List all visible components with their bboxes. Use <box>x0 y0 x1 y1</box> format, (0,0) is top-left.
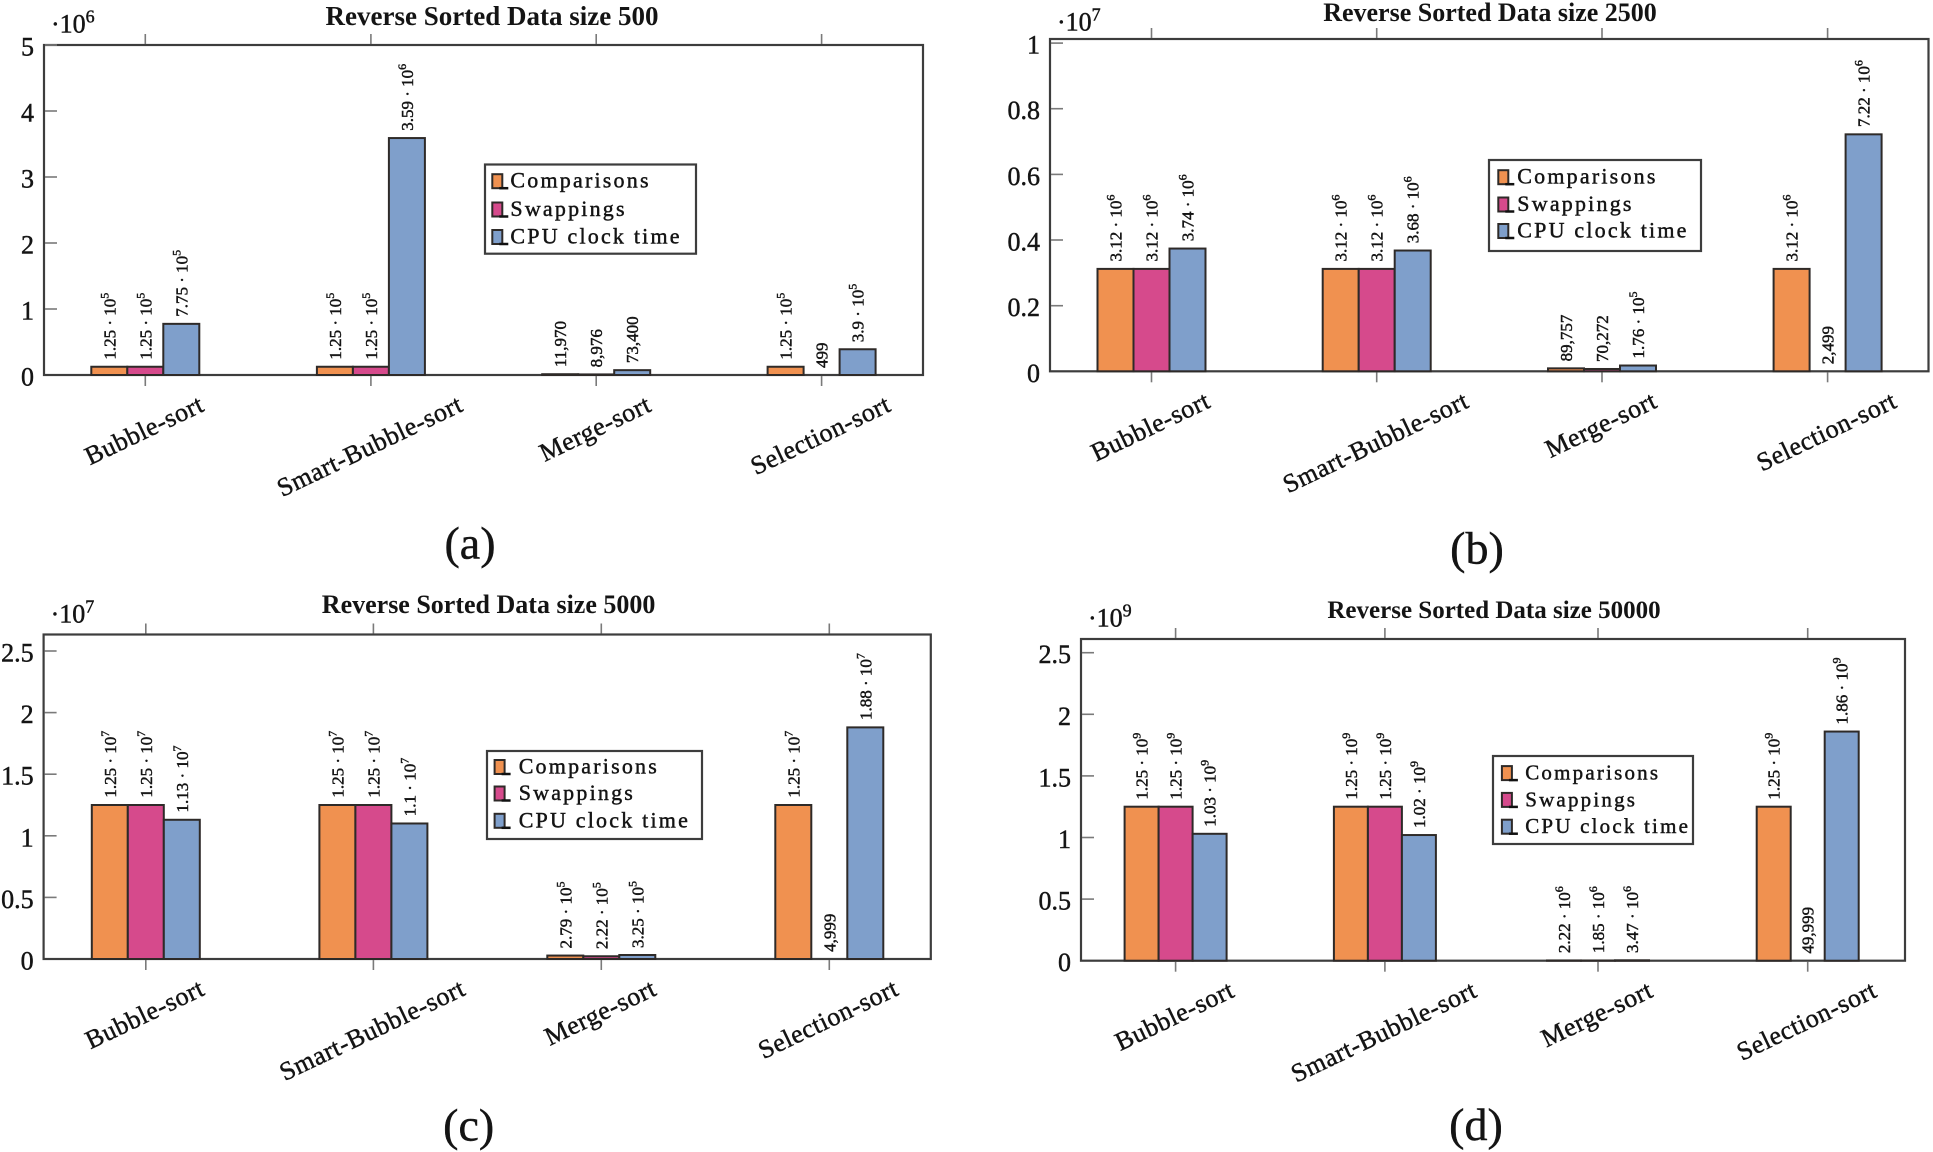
svg-text:(c): (c) <box>443 1100 494 1151</box>
svg-text:0.2: 0.2 <box>1008 293 1041 322</box>
svg-text:1: 1 <box>21 823 34 852</box>
svg-text:Comparisons: Comparisons <box>519 754 659 779</box>
svg-text:2: 2 <box>21 700 34 729</box>
svg-text:1.13 · 107: 1.13 · 107 <box>170 746 192 813</box>
svg-text:1.1 · 107: 1.1 · 107 <box>397 758 419 816</box>
svg-text:1.85 · 106: 1.85 · 106 <box>1586 886 1608 953</box>
svg-text:3.12 · 106: 3.12 · 106 <box>1140 195 1162 262</box>
svg-text:CPU clock time: CPU clock time <box>519 807 690 832</box>
svg-text:2,499: 2,499 <box>1819 326 1838 364</box>
svg-text:0.6: 0.6 <box>1008 162 1041 191</box>
svg-text:70,272: 70,272 <box>1593 315 1612 362</box>
svg-text:1.25 · 109: 1.25 · 109 <box>1373 733 1395 800</box>
svg-text:4: 4 <box>21 99 34 128</box>
svg-text:Swappings: Swappings <box>510 196 626 221</box>
svg-text:Reverse Sorted Data size 500: Reverse Sorted Data size 500 <box>326 1 659 31</box>
svg-text:73,400: 73,400 <box>623 316 642 363</box>
svg-text:Swappings: Swappings <box>519 780 635 805</box>
svg-text:7.75 · 105: 7.75 · 105 <box>169 250 191 317</box>
svg-text:7.22 · 106: 7.22 · 106 <box>1852 60 1874 127</box>
svg-text:Reverse Sorted Data size 5000: Reverse Sorted Data size 5000 <box>322 590 656 619</box>
svg-text:1.25 · 107: 1.25 · 107 <box>781 731 803 798</box>
svg-text:Comparisons: Comparisons <box>1525 761 1660 785</box>
svg-text:1.25 · 109: 1.25 · 109 <box>1762 733 1784 800</box>
svg-text:8,976: 8,976 <box>587 329 606 367</box>
svg-text:1.25 · 105: 1.25 · 105 <box>323 293 345 360</box>
svg-text:2.79 · 105: 2.79 · 105 <box>553 882 575 949</box>
svg-text:11,970: 11,970 <box>551 321 570 367</box>
svg-text:1: 1 <box>1058 825 1071 854</box>
svg-text:1.03 · 109: 1.03 · 109 <box>1198 760 1220 827</box>
svg-text:2: 2 <box>1058 702 1071 731</box>
svg-text:0: 0 <box>21 363 34 392</box>
svg-text:1.25 · 107: 1.25 · 107 <box>98 731 120 798</box>
svg-text:2.22 · 106: 2.22 · 106 <box>1552 886 1574 953</box>
svg-text:1.25 · 109: 1.25 · 109 <box>1164 733 1186 800</box>
svg-text:3.25 · 105: 3.25 · 105 <box>625 881 647 948</box>
svg-text:·109: ·109 <box>1088 601 1132 633</box>
svg-text:3: 3 <box>21 165 34 194</box>
svg-text:0.5: 0.5 <box>1 885 34 914</box>
svg-text:1.02 · 109: 1.02 · 109 <box>1407 761 1429 828</box>
svg-text:1.25 · 105: 1.25 · 105 <box>133 293 155 360</box>
svg-text:Reverse Sorted Data size 2500: Reverse Sorted Data size 2500 <box>1323 0 1657 27</box>
svg-text:0: 0 <box>1058 948 1071 977</box>
svg-text:CPU clock time: CPU clock time <box>1525 814 1690 838</box>
svg-text:1: 1 <box>1027 31 1040 60</box>
svg-text:Comparisons: Comparisons <box>510 168 650 193</box>
svg-text:3.74 · 106: 3.74 · 106 <box>1176 174 1198 241</box>
svg-text:0: 0 <box>1027 359 1040 388</box>
svg-text:0: 0 <box>21 947 34 976</box>
svg-text:2.22 · 105: 2.22 · 105 <box>589 882 611 949</box>
svg-text:Reverse Sorted Data size 50000: Reverse Sorted Data size 50000 <box>1327 597 1660 624</box>
svg-text:3.59 · 106: 3.59 · 106 <box>395 64 417 131</box>
svg-text:3.12 · 106: 3.12 · 106 <box>1104 195 1126 262</box>
svg-text:1.88 · 107: 1.88 · 107 <box>853 653 875 720</box>
svg-text:CPU clock time: CPU clock time <box>510 224 681 249</box>
svg-text:2: 2 <box>21 231 34 260</box>
svg-text:CPU clock time: CPU clock time <box>1517 218 1688 243</box>
svg-text:Swappings: Swappings <box>1525 787 1637 811</box>
svg-text:3.9 · 105: 3.9 · 105 <box>846 284 868 342</box>
svg-text:1.25 · 105: 1.25 · 105 <box>774 293 796 360</box>
svg-text:1.5: 1.5 <box>1 762 34 791</box>
svg-text:89,757: 89,757 <box>1557 314 1576 361</box>
svg-text:1.25 · 109: 1.25 · 109 <box>1130 733 1152 800</box>
svg-text:1.25 · 107: 1.25 · 107 <box>134 731 156 798</box>
svg-text:1.25 · 105: 1.25 · 105 <box>97 293 119 360</box>
svg-text:(a): (a) <box>444 518 495 569</box>
svg-text:1.5: 1.5 <box>1039 763 1072 792</box>
svg-text:(d): (d) <box>1449 1099 1503 1150</box>
svg-text:3.12 · 106: 3.12 · 106 <box>1329 195 1351 262</box>
svg-text:3.68 · 106: 3.68 · 106 <box>1401 176 1423 243</box>
svg-text:Swappings: Swappings <box>1517 191 1633 216</box>
svg-text:3.47 · 106: 3.47 · 106 <box>1620 886 1642 953</box>
svg-text:1: 1 <box>21 297 34 326</box>
svg-text:1.25 · 107: 1.25 · 107 <box>361 731 383 798</box>
svg-text:(b): (b) <box>1450 523 1504 574</box>
svg-text:1.76 · 105: 1.76 · 105 <box>1626 292 1648 359</box>
svg-text:5: 5 <box>21 33 34 62</box>
svg-text:499: 499 <box>813 342 832 368</box>
svg-text:2.5: 2.5 <box>1039 640 1072 669</box>
svg-text:3.12 · 106: 3.12 · 106 <box>1780 195 1802 262</box>
svg-text:0.8: 0.8 <box>1008 96 1041 125</box>
svg-text:49,999: 49,999 <box>1799 907 1818 954</box>
svg-text:4,999: 4,999 <box>820 914 839 952</box>
svg-text:1.86 · 109: 1.86 · 109 <box>1830 658 1852 725</box>
svg-text:0.5: 0.5 <box>1039 887 1072 916</box>
svg-text:2.5: 2.5 <box>1 639 34 668</box>
svg-text:3.12 · 106: 3.12 · 106 <box>1365 195 1387 262</box>
svg-text:Comparisons: Comparisons <box>1517 164 1657 189</box>
svg-text:0.4: 0.4 <box>1008 228 1041 257</box>
svg-text:1.25 · 107: 1.25 · 107 <box>325 731 347 798</box>
svg-text:1.25 · 109: 1.25 · 109 <box>1339 733 1361 800</box>
svg-text:1.25 · 105: 1.25 · 105 <box>359 293 381 360</box>
